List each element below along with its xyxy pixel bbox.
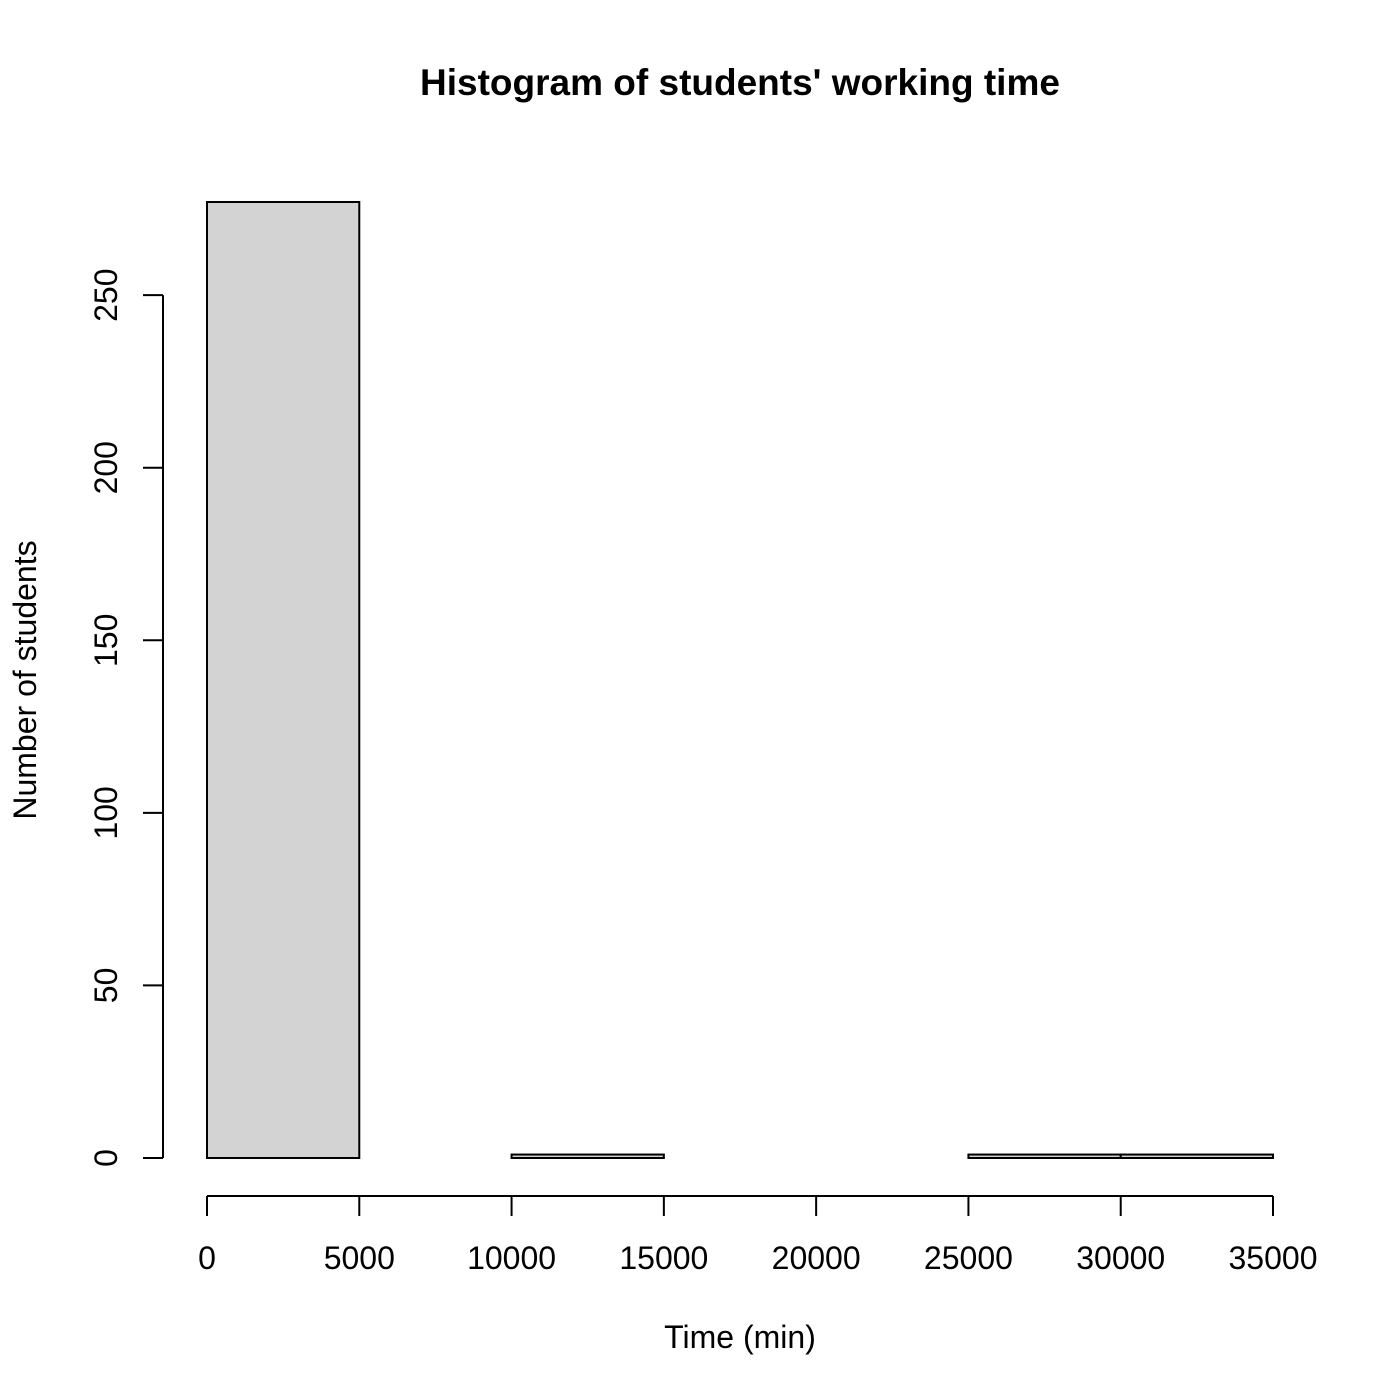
y-tick-label-50: 50 (88, 968, 124, 1004)
histogram-bar-30000-35000 (1119, 1153, 1274, 1159)
histogram-bar-10000-15000 (510, 1153, 665, 1159)
y-tick-label-0: 0 (88, 1149, 124, 1167)
x-axis: 0 5000 10000 15000 20000 25000 30000 35000 (198, 1195, 1318, 1276)
x-axis-label: Time (min) (664, 1319, 816, 1355)
y-axis-label: Number of students (7, 540, 43, 819)
y-tick-label-150: 150 (88, 614, 124, 667)
y-tick-label-250: 250 (88, 268, 124, 321)
bars-group (206, 201, 1274, 1159)
chart-title: Histogram of students' working time (420, 62, 1060, 103)
x-tick-label-35000: 35000 (1229, 1240, 1318, 1276)
x-tick-label-20000: 20000 (772, 1240, 861, 1276)
histogram-bar-0-5000 (206, 201, 361, 1159)
x-tick-label-0: 0 (198, 1240, 216, 1276)
x-tick-label-5000: 5000 (324, 1240, 395, 1276)
x-tick-label-30000: 30000 (1076, 1240, 1165, 1276)
histogram-bar-25000-30000 (967, 1153, 1122, 1159)
x-tick-label-10000: 10000 (467, 1240, 556, 1276)
y-tick-label-100: 100 (88, 786, 124, 839)
x-tick-label-25000: 25000 (924, 1240, 1013, 1276)
y-tick-label-200: 200 (88, 441, 124, 494)
x-tick-label-15000: 15000 (619, 1240, 708, 1276)
y-axis: 0 50 100 150 200 250 (88, 268, 164, 1167)
